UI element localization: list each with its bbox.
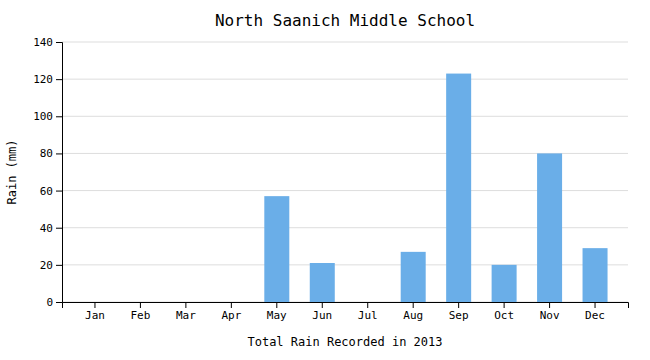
bar [355,302,380,303]
bar [310,263,335,302]
x-tick-label: Nov [540,309,560,322]
bar [492,265,517,302]
x-tick-label: Dec [585,309,605,322]
y-tick-label: 0 [46,296,53,309]
y-tick-mark [56,153,62,154]
y-axis-title: Rain (mm) [5,139,19,204]
bar [219,302,244,303]
grid-line [62,42,628,43]
x-tick-label: Jul [358,309,378,322]
x-tick: Jul [358,302,378,322]
y-tick-label: 120 [33,73,53,86]
x-tick-mark [231,302,232,308]
x-tick: Nov [540,302,560,322]
x-tick: Dec [585,302,605,322]
chart-svg: 0 20 40 60 80 100 120 140 Jan Feb Mar Apr May Jun Jul A… [0,0,650,360]
x-tick-mark [94,302,95,308]
x-tick-mark [595,302,596,308]
x-axis: Jan Feb Mar Apr May Jun Jul Aug Sep Oct Nov Dec [63,302,629,322]
bar [401,252,426,302]
y-tick-label: 40 [40,222,53,235]
y-axis-line [56,43,63,303]
y-tick-mark [56,265,62,266]
x-tick: Mar [176,302,196,322]
x-tick: Sep [449,302,469,322]
bar [82,302,107,303]
grid-line [62,79,628,80]
x-tick-label: Jan [85,309,105,322]
y-axis: 0 20 40 60 80 100 120 140 [33,36,62,309]
y-tick-label: 60 [40,185,53,198]
x-tick-mark [549,302,550,308]
x-axis-title: Total Rain Recorded in 2013 [247,335,442,349]
x-tick-label: Aug [403,309,423,322]
y-tick: 120 [33,73,62,86]
bar [128,302,153,303]
bar [446,74,471,302]
x-tick-mark [413,302,414,308]
y-tick: 20 [40,259,62,272]
x-tick-mark [504,302,505,308]
y-tick-mark [56,79,62,80]
x-tick-label: Feb [130,309,150,322]
x-tick-mark [322,302,323,308]
y-tick-label: 20 [40,259,53,272]
x-tick: Aug [403,302,423,322]
y-tick-mark [56,116,62,117]
x-tick: Apr [221,302,241,322]
y-tick: 100 [33,110,62,123]
bar [537,153,562,302]
x-tick: Oct [494,302,514,322]
plot: 0 20 40 60 80 100 120 140 Jan Feb Mar Apr May Jun Jul A… [33,36,628,322]
chart-container: 0 20 40 60 80 100 120 140 Jan Feb Mar Apr May Jun Jul A… [0,0,650,360]
y-tick-label: 140 [33,36,53,49]
grid-line [62,116,628,117]
bars [264,74,607,302]
x-tick-mark [276,302,277,308]
x-tick: Jan [85,302,105,322]
y-tick: 60 [40,185,62,198]
x-tick-mark [458,302,459,308]
x-tick-label: Apr [221,309,241,322]
x-axis-line [63,303,629,309]
x-tick: May [267,302,287,322]
x-tick-label: Sep [449,309,469,322]
y-tick: 0 [46,296,62,309]
grid [62,42,628,302]
y-tick-mark [56,191,62,192]
bar [583,248,608,302]
y-tick-mark [56,42,62,43]
x-tick-label: May [267,309,287,322]
y-tick-label: 80 [40,147,53,160]
x-tick-label: Oct [494,309,514,322]
x-tick-label: Mar [176,309,196,322]
x-tick: Feb [130,302,150,322]
title: North Saanich Middle School [215,11,475,30]
x-tick-label: Jun [312,309,332,322]
x-tick: Jun [312,302,332,322]
y-tick: 140 [33,36,62,49]
x-tick-mark [367,302,368,308]
y-tick-mark [56,228,62,229]
y-tick: 40 [40,222,62,235]
bar [264,196,289,302]
y-tick-mark [56,302,62,303]
y-tick-label: 100 [33,110,53,123]
bar [173,302,198,303]
y-tick: 80 [40,147,62,160]
x-tick-mark [185,302,186,308]
x-tick-mark [140,302,141,308]
